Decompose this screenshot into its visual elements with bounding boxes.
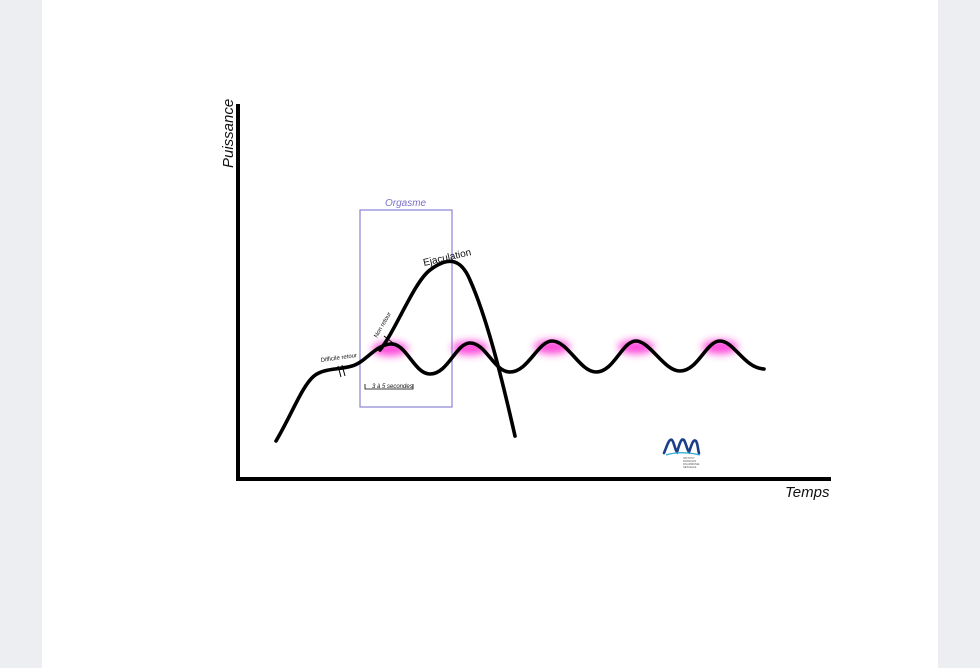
logo-text-line-1: INSTITUT [683, 456, 695, 460]
ejaculation-curve [378, 259, 517, 438]
orgasm-box [359, 209, 453, 408]
orgasm-box-label: Orgasme [385, 198, 427, 209]
y-axis-label: Puissance [220, 99, 237, 168]
difficult-return-tick-1 [337, 365, 342, 378]
x-axis-label: Temps [785, 484, 830, 501]
ejaculation-label: Ejaculation [422, 247, 472, 269]
waves-logo-accent [665, 452, 701, 456]
interval-bracket [364, 384, 414, 390]
interval-label: 3 à 5 secondes [372, 384, 413, 390]
logo-text-line-4: SEXUELLE [683, 465, 697, 469]
institute-logo: INSTITUT FRANÇAIS D'HARMONIE SEXUELLE [662, 438, 701, 469]
difficult-return-tick-2 [341, 364, 346, 377]
difficult-return-label: Difficile retour [320, 353, 357, 364]
logo-text-line-3: D'HARMONIE [683, 462, 700, 466]
no-return-tick [383, 335, 394, 344]
pleasure-wave-curve [274, 339, 766, 443]
logo-text-line-2: FRANÇAIS [683, 459, 696, 463]
waves-logo-icon [662, 438, 701, 455]
